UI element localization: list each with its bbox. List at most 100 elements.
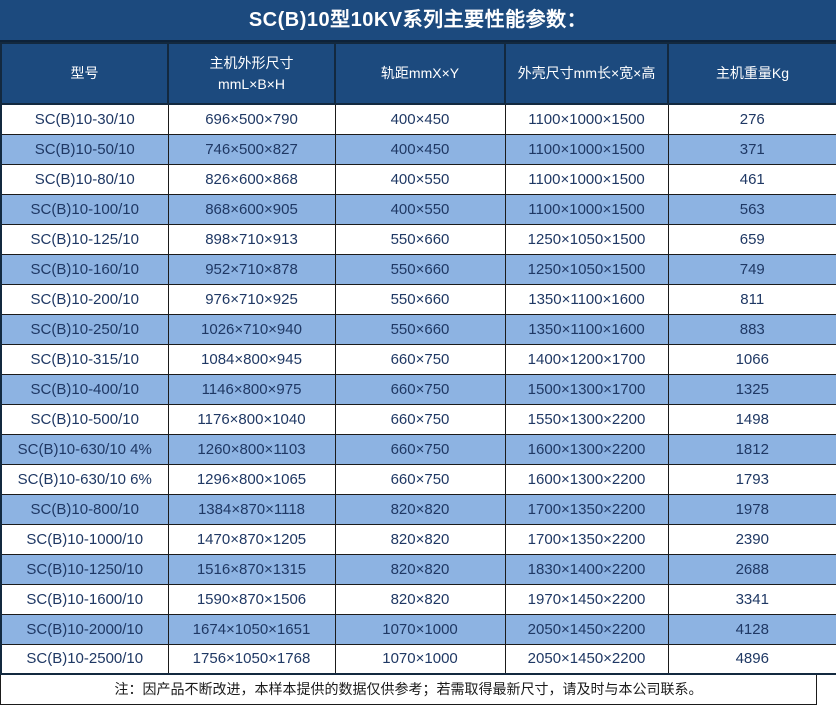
footer-note: 注：因产品不断改进，本样本提供的数据仅供参考；若需取得最新尺寸，请及时与本公司联…: [0, 675, 817, 705]
table-row: SC(B)10-630/10 4% 1260×800×1103 660×750 160…: [0, 433, 836, 465]
col-header-shell-dimensions-label: 外壳尺寸mm长×宽×高: [517, 65, 656, 81]
cell-shell-dimensions: 2050×1450×2200: [504, 643, 669, 675]
col-header-main-dimensions-sublabel: mmL×B×H: [218, 75, 285, 92]
col-header-weight: 主机重量Kg: [667, 42, 836, 105]
cell-weight: 2390: [667, 523, 836, 555]
cell-weight: 1978: [667, 493, 836, 525]
table-row: SC(B)10-800/10 1384×870×1118 820×820 1700×1…: [0, 493, 836, 525]
cell-rail-gauge: 550×660: [334, 253, 506, 285]
cell-shell-dimensions: 2050×1450×2200: [504, 613, 669, 645]
cell-model: SC(B)10-250/10: [0, 313, 169, 345]
cell-weight: 1812: [667, 433, 836, 465]
cell-shell-dimensions: 1830×1400×2200: [504, 553, 669, 585]
cell-weight: 1325: [667, 373, 836, 405]
col-header-main-dimensions-label: 主机外形尺寸: [209, 54, 294, 71]
table-row: SC(B)10-250/10 1026×710×940 550×660 1350×11…: [0, 313, 836, 345]
cell-shell-dimensions: 1100×1000×1500: [504, 163, 669, 195]
cell-weight: 371: [667, 133, 836, 165]
col-header-rail-gauge-label: 轨距mmX×Y: [380, 65, 460, 81]
cell-main-dimensions: 952×710×878: [167, 253, 336, 285]
col-header-model: 型号: [0, 42, 169, 105]
cell-rail-gauge: 660×750: [334, 463, 506, 495]
cell-main-dimensions: 976×710×925: [167, 283, 336, 315]
cell-model: SC(B)10-80/10: [0, 163, 169, 195]
cell-rail-gauge: 400×550: [334, 163, 506, 195]
cell-model: SC(B)10-630/10 6%: [0, 463, 169, 495]
cell-weight: 749: [667, 253, 836, 285]
cell-shell-dimensions: 1700×1350×2200: [504, 523, 669, 555]
col-header-model-label: 型号: [70, 65, 99, 81]
table-row: SC(B)10-400/10 1146×800×975 660×750 1500×13…: [0, 373, 836, 405]
cell-main-dimensions: 1470×870×1205: [167, 523, 336, 555]
cell-main-dimensions: 1756×1050×1768: [167, 643, 336, 675]
cell-main-dimensions: 1590×870×1506: [167, 583, 336, 615]
cell-model: SC(B)10-2500/10: [0, 643, 169, 675]
col-header-shell-dimensions: 外壳尺寸mm长×宽×高: [504, 42, 669, 105]
table-body: SC(B)10-30/10 696×500×790 400×450 1100×1000…: [0, 103, 836, 675]
cell-shell-dimensions: 1100×1000×1500: [504, 193, 669, 225]
cell-model: SC(B)10-100/10: [0, 193, 169, 225]
cell-model: SC(B)10-1600/10: [0, 583, 169, 615]
cell-weight: 3341: [667, 583, 836, 615]
cell-main-dimensions: 746×500×827: [167, 133, 336, 165]
cell-main-dimensions: 1674×1050×1651: [167, 613, 336, 645]
table-row: SC(B)10-125/10 898×710×913 550×660 1250×105…: [0, 223, 836, 255]
cell-main-dimensions: 1146×800×975: [167, 373, 336, 405]
cell-main-dimensions: 1296×800×1065: [167, 463, 336, 495]
page-title: SC(B)10型10KV系列主要性能参数：: [0, 0, 836, 42]
cell-rail-gauge: 550×660: [334, 223, 506, 255]
cell-model: SC(B)10-2000/10: [0, 613, 169, 645]
cell-shell-dimensions: 1350×1100×1600: [504, 313, 669, 345]
cell-model: SC(B)10-125/10: [0, 223, 169, 255]
table-row: SC(B)10-50/10 746×500×827 400×450 1100×1000…: [0, 133, 836, 165]
col-header-weight-label: 主机重量Kg: [715, 65, 790, 81]
table-row: SC(B)10-315/10 1084×800×945 660×750 1400×12…: [0, 343, 836, 375]
cell-model: SC(B)10-50/10: [0, 133, 169, 165]
cell-weight: 4896: [667, 643, 836, 675]
cell-main-dimensions: 1026×710×940: [167, 313, 336, 345]
cell-model: SC(B)10-315/10: [0, 343, 169, 375]
cell-shell-dimensions: 1500×1300×1700: [504, 373, 669, 405]
cell-shell-dimensions: 1100×1000×1500: [504, 133, 669, 165]
table-row: SC(B)10-30/10 696×500×790 400×450 1100×1000…: [0, 103, 836, 135]
table-row: SC(B)10-1250/10 1516×870×1315 820×820 1830×…: [0, 553, 836, 585]
cell-model: SC(B)10-30/10: [0, 103, 169, 135]
cell-rail-gauge: 660×750: [334, 403, 506, 435]
table-header: 型号 主机外形尺寸 mmL×B×H 轨距mmX×Y 外壳尺寸mm长×宽×高 主机…: [0, 42, 836, 105]
cell-rail-gauge: 820×820: [334, 583, 506, 615]
cell-weight: 4128: [667, 613, 836, 645]
cell-model: SC(B)10-630/10 4%: [0, 433, 169, 465]
cell-main-dimensions: 1084×800×945: [167, 343, 336, 375]
cell-shell-dimensions: 1700×1350×2200: [504, 493, 669, 525]
table-row: SC(B)10-1000/10 1470×870×1205 820×820 1700×…: [0, 523, 836, 555]
cell-main-dimensions: 826×600×868: [167, 163, 336, 195]
cell-rail-gauge: 660×750: [334, 343, 506, 375]
cell-main-dimensions: 1176×800×1040: [167, 403, 336, 435]
col-header-rail-gauge: 轨距mmX×Y: [334, 42, 506, 105]
cell-weight: 461: [667, 163, 836, 195]
table-row: SC(B)10-160/10 952×710×878 550×660 1250×105…: [0, 253, 836, 285]
table-row: SC(B)10-2500/10 1756×1050×1768 1070×1000 20…: [0, 643, 836, 675]
cell-model: SC(B)10-1250/10: [0, 553, 169, 585]
cell-rail-gauge: 1070×1000: [334, 643, 506, 675]
cell-model: SC(B)10-160/10: [0, 253, 169, 285]
cell-shell-dimensions: 1250×1050×1500: [504, 253, 669, 285]
cell-rail-gauge: 660×750: [334, 433, 506, 465]
cell-main-dimensions: 1384×870×1118: [167, 493, 336, 525]
cell-weight: 276: [667, 103, 836, 135]
table-row: SC(B)10-100/10 868×600×905 400×550 1100×100…: [0, 193, 836, 225]
cell-shell-dimensions: 1970×1450×2200: [504, 583, 669, 615]
cell-weight: 811: [667, 283, 836, 315]
cell-main-dimensions: 1516×870×1315: [167, 553, 336, 585]
cell-shell-dimensions: 1250×1050×1500: [504, 223, 669, 255]
cell-weight: 1793: [667, 463, 836, 495]
cell-model: SC(B)10-800/10: [0, 493, 169, 525]
cell-rail-gauge: 400×450: [334, 133, 506, 165]
cell-model: SC(B)10-400/10: [0, 373, 169, 405]
cell-weight: 563: [667, 193, 836, 225]
cell-main-dimensions: 898×710×913: [167, 223, 336, 255]
cell-rail-gauge: 400×550: [334, 193, 506, 225]
spec-table: 型号 主机外形尺寸 mmL×B×H 轨距mmX×Y 外壳尺寸mm长×宽×高 主机…: [0, 42, 836, 675]
cell-shell-dimensions: 1600×1300×2200: [504, 463, 669, 495]
cell-shell-dimensions: 1600×1300×2200: [504, 433, 669, 465]
